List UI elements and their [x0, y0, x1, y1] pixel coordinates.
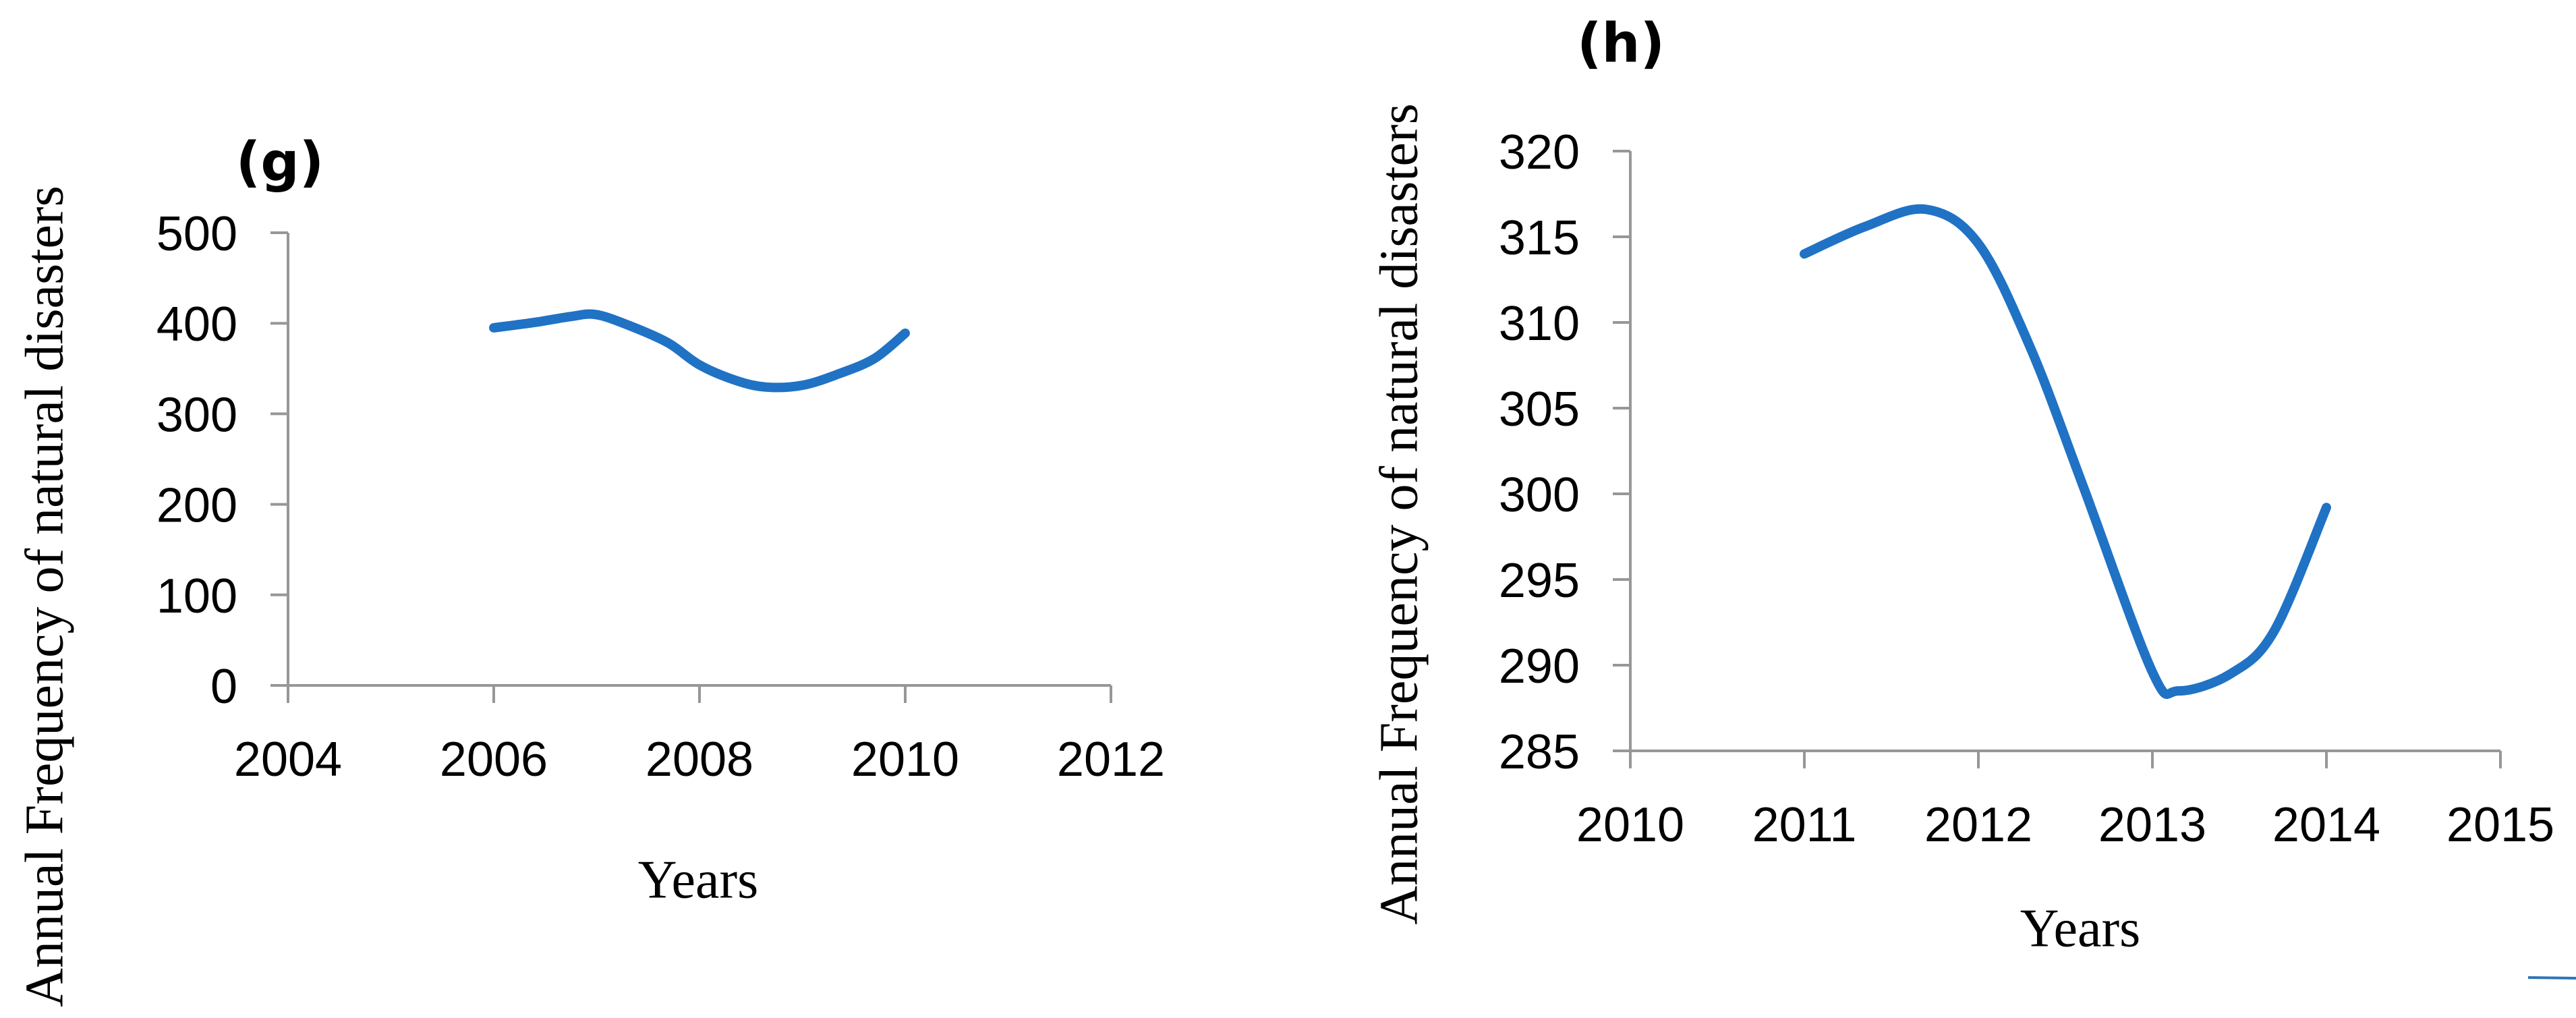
x-tick-label: 2010 [851, 733, 959, 787]
y-axis-title-h: Annual Frequency of natural disasters [1369, 103, 1429, 925]
y-tick-label: 200 [156, 479, 237, 533]
y-tick-label: 300 [1499, 468, 1580, 522]
y-tick-label: 400 [156, 298, 237, 351]
x-tick-label: 2011 [1752, 798, 1857, 852]
x-tick-label: 2012 [1924, 798, 2032, 852]
y-tick-label: 290 [1499, 640, 1580, 694]
x-tick-label: 2010 [1576, 798, 1684, 852]
y-tick-label: 305 [1499, 383, 1580, 436]
x-tick-label: 2004 [234, 733, 342, 787]
data-series-line [1800, 204, 2331, 699]
y-tick-label: 300 [156, 388, 237, 442]
y-tick-label: 295 [1499, 554, 1580, 608]
y-tick-label: 0 [210, 660, 237, 714]
panel-label-g: (g) [235, 130, 324, 194]
x-axis-title-g: Years [637, 850, 759, 910]
x-tick-label: 2006 [440, 733, 548, 787]
x-tick-label: 2008 [646, 733, 753, 787]
y-tick-label: 100 [156, 569, 237, 623]
x-axis-title-h: Years [2020, 899, 2141, 959]
x-tick-label: 2014 [2272, 798, 2380, 852]
y-tick-label: 310 [1499, 297, 1580, 351]
y-tick-label: 320 [1499, 125, 1580, 179]
panel-label-h: (h) [1576, 11, 1665, 75]
y-tick-label: 500 [156, 207, 237, 261]
y-axis-title-g: Annual Frequency of natural disasters [15, 186, 75, 1007]
x-tick-label: 2012 [1057, 733, 1165, 787]
y-tick-label: 315 [1499, 211, 1580, 265]
data-series-line [489, 309, 910, 393]
y-tick-label: 285 [1499, 725, 1580, 779]
x-tick-label: 2013 [2098, 798, 2206, 852]
x-tick-label: 2015 [2446, 798, 2554, 852]
